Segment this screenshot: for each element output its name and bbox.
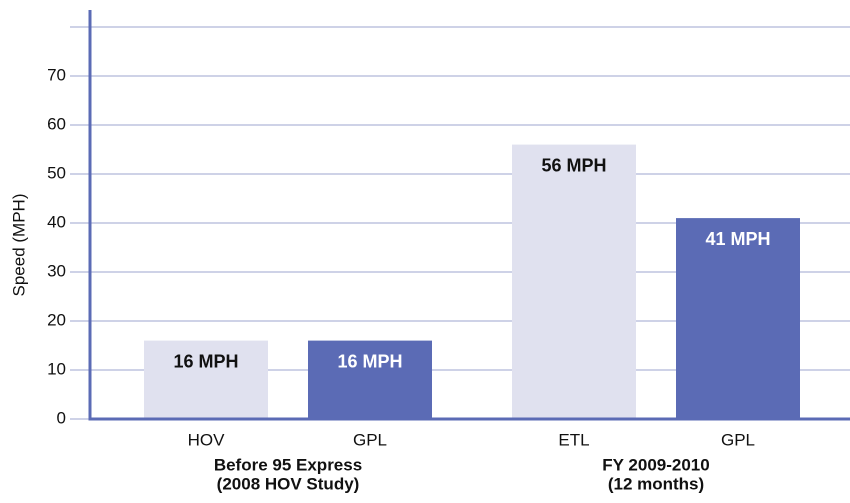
value-label: 41 MPH — [705, 229, 770, 249]
y-tick-label: 10 — [47, 359, 66, 378]
x-tick-label: GPL — [721, 430, 755, 449]
group-label: (12 months) — [608, 474, 704, 493]
x-tick-label: ETL — [558, 430, 589, 449]
bar — [144, 340, 268, 419]
y-axis-label: Speed (MPH) — [9, 194, 28, 297]
y-tick-label: 40 — [47, 212, 66, 231]
group-label: FY 2009-2010 — [602, 455, 709, 474]
value-label: 16 MPH — [337, 351, 402, 371]
y-tick-label: 0 — [57, 408, 66, 427]
y-tick-label: 60 — [47, 114, 66, 133]
x-tick-label: HOV — [188, 430, 226, 449]
group-label: (2008 HOV Study) — [217, 474, 360, 493]
y-tick-label: 50 — [47, 163, 66, 182]
x-tick-label: GPL — [353, 430, 387, 449]
bar — [308, 340, 432, 419]
y-tick-label: 20 — [47, 310, 66, 329]
value-label: 16 MPH — [173, 351, 238, 371]
group-label: Before 95 Express — [214, 455, 362, 474]
bar — [676, 218, 800, 419]
bar — [512, 144, 636, 419]
y-tick-label: 30 — [47, 261, 66, 280]
y-tick-label: 70 — [47, 65, 66, 84]
value-label: 56 MPH — [541, 155, 606, 175]
